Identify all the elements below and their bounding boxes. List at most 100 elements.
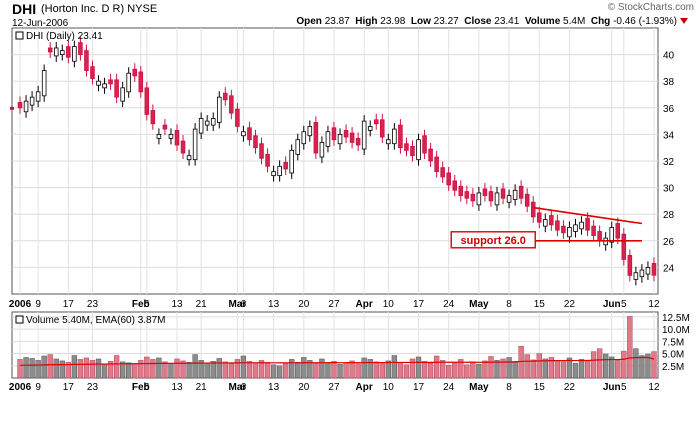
volume-bar (415, 356, 422, 379)
volume-tick-label: 2.5M (662, 362, 684, 373)
x-tick-label: 27 (328, 299, 340, 310)
volume-label: Volume (524, 16, 561, 27)
volume-x-tick-label: 6 (144, 382, 150, 393)
close-label: Close (464, 16, 492, 27)
candle-body (380, 119, 385, 138)
candle-body (398, 124, 403, 149)
volume-bar (488, 356, 494, 379)
volume-bar (433, 355, 440, 379)
x-tick-label: Jun (603, 299, 621, 310)
candle-body (434, 156, 439, 173)
close-value: 23.41 (494, 16, 520, 27)
volume-bar (319, 358, 325, 379)
x-tick-label: 17 (413, 299, 425, 310)
volume-bar (192, 354, 198, 379)
candle-body (90, 66, 95, 79)
x-tick-label: 24 (443, 299, 455, 310)
x-tick-label: 13 (171, 299, 183, 310)
x-tick-label: 10 (383, 299, 395, 310)
quote-summary: Open 23.87 High 23.98 Low 23.27 Close 23… (296, 16, 688, 27)
x-tick-label: 23 (87, 299, 99, 310)
candle-body (561, 225, 566, 234)
candle-body (361, 120, 367, 150)
volume-bar (234, 359, 241, 379)
x-tick-label: 21 (196, 299, 208, 310)
volume-bar (132, 363, 138, 379)
volume-tick-label: 7.5M (662, 337, 684, 348)
down-arrow-icon (680, 18, 688, 25)
candle-body (639, 269, 645, 278)
price-tick-label: 34 (663, 130, 675, 141)
candle-body (579, 221, 584, 230)
candle-body (253, 135, 258, 149)
candle-body (210, 118, 216, 126)
volume-x-tick-label: Mar (228, 382, 246, 393)
candle-body (301, 131, 307, 145)
volume-bar (301, 357, 307, 379)
volume-bar (385, 360, 391, 379)
price-legend: DHI (Daily) 23.41 (26, 31, 103, 42)
volume-bar (566, 357, 573, 379)
candle-body (645, 266, 651, 275)
volume-tick-label: 12.5M (662, 313, 690, 324)
candle-body (72, 46, 77, 62)
volume-bar (500, 358, 506, 379)
volume-x-tick-label: 13 (268, 382, 280, 393)
volume-legend: Volume 5.40M, EMA(60) 3.87M (26, 315, 166, 326)
volume-bar (180, 360, 186, 379)
candle-body (428, 148, 433, 162)
volume-bar (548, 357, 555, 379)
volume-bar (446, 365, 452, 379)
volume-bar (89, 360, 96, 379)
company-label: (Horton Inc. D R) (41, 3, 125, 15)
volume-bar (228, 363, 235, 379)
volume-x-tick-label: 20 (298, 382, 310, 393)
price-tick-label: 36 (663, 104, 675, 115)
volume-bar (355, 363, 361, 379)
volume-ema-line (20, 356, 655, 366)
volume-bar (53, 358, 59, 379)
volume-bar (174, 358, 180, 379)
volume-x-tick-label: 21 (196, 382, 208, 393)
candle-body (307, 126, 313, 137)
candle-body (609, 227, 614, 243)
x-tick-label: 13 (268, 299, 280, 310)
candle-body (355, 137, 361, 146)
volume-bar (651, 351, 657, 379)
volume-bar (476, 364, 482, 379)
volume-bar (307, 360, 313, 379)
candle-body (180, 140, 186, 154)
volume-bar (258, 360, 265, 379)
volume-bar (276, 365, 283, 379)
candle-body (35, 91, 41, 102)
candle-body (235, 108, 240, 127)
candle-body (555, 220, 560, 231)
volume-x-tick-label: 9 (35, 382, 41, 393)
candle-body (102, 83, 107, 89)
volume-bar (59, 360, 65, 379)
volume-bar (331, 361, 337, 379)
volume-bar (150, 359, 156, 379)
volume-bar (512, 361, 518, 379)
x-tick-label: Feb (132, 299, 150, 310)
volume-bar (343, 362, 349, 379)
volume-bar (289, 359, 295, 379)
price-tick-label: 28 (663, 210, 675, 221)
candle-body (78, 42, 83, 56)
candle-body (404, 143, 409, 151)
volume-x-tick-label: 2006 (9, 382, 32, 393)
candle-body (168, 133, 174, 139)
volume-bar (65, 362, 71, 379)
volume-bar (506, 357, 512, 379)
volume-bar (119, 361, 126, 379)
candle-body (549, 215, 554, 226)
candle-body (132, 68, 138, 77)
candle-body (174, 130, 180, 146)
candle-body (156, 133, 162, 139)
candle-body (47, 47, 53, 53)
price-tick-label: 40 (663, 51, 675, 62)
candle-body (150, 110, 156, 125)
left-price-marker (10, 106, 14, 110)
x-tick-label: 20 (298, 299, 310, 310)
candle-body (337, 133, 343, 145)
